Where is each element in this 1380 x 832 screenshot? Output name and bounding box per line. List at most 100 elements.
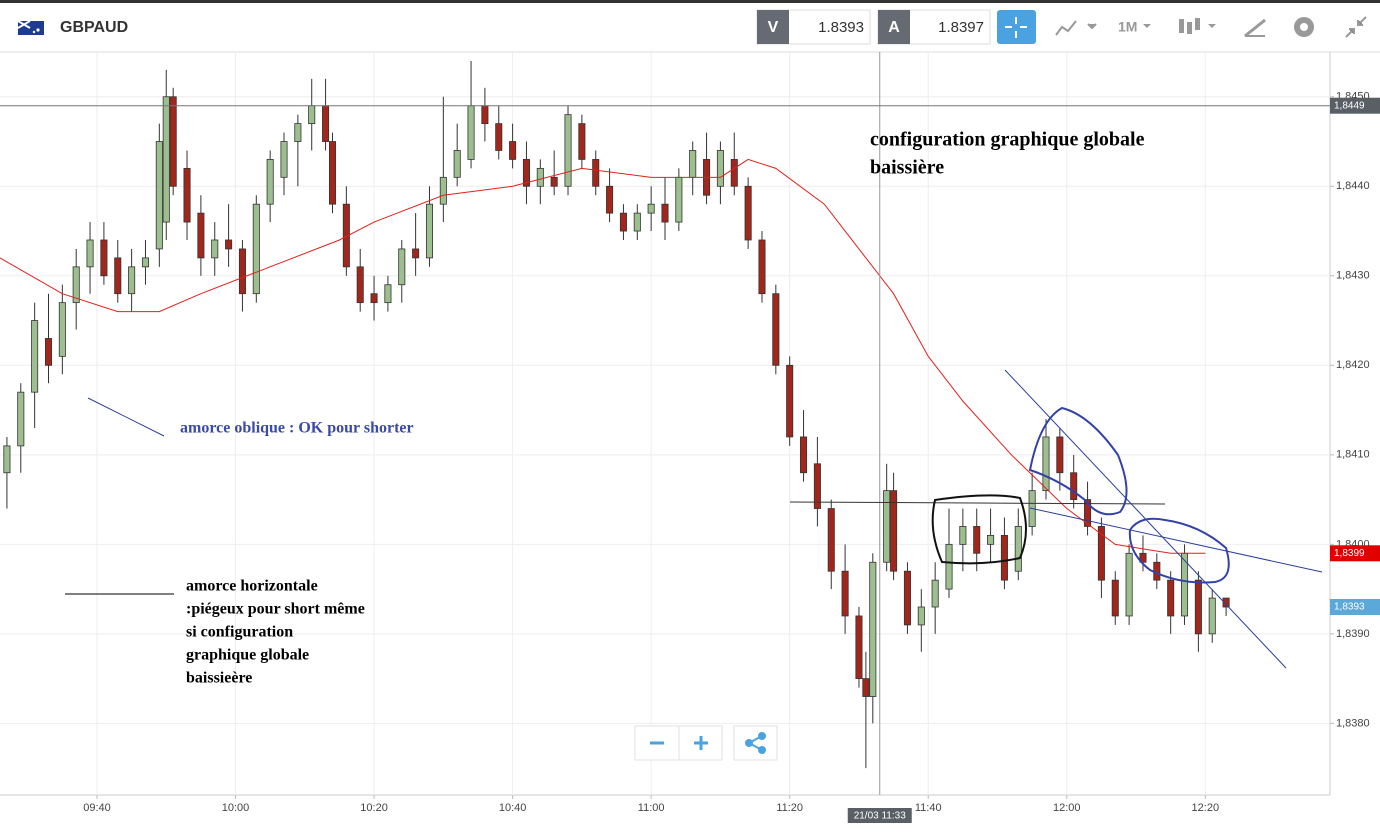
annotation-line: graphique globale xyxy=(186,647,309,664)
candle-body xyxy=(1111,579,1119,617)
candle-body xyxy=(17,391,25,447)
plot: 21/03 11:33 1,8449 1,8399 1,8393 xyxy=(0,52,1380,823)
draw-button[interactable] xyxy=(1244,18,1266,38)
candle-body xyxy=(1139,552,1147,563)
share-box xyxy=(733,725,778,761)
candle-body xyxy=(1042,436,1050,492)
candle-body xyxy=(564,114,572,187)
candle-body xyxy=(183,167,191,223)
candle-body xyxy=(495,123,503,151)
ask-tag-box xyxy=(878,10,910,44)
annotation-line: si configuration xyxy=(186,624,293,641)
candle-body xyxy=(786,364,794,438)
zoom-in-button[interactable] xyxy=(694,736,708,750)
period-button[interactable]: 1M xyxy=(1118,19,1137,35)
candle-body xyxy=(342,203,350,268)
candle-body xyxy=(453,150,461,178)
ask-tag: A xyxy=(888,19,900,36)
x-tick-label: 10:00 xyxy=(222,802,250,814)
candle-body xyxy=(883,490,891,563)
candle-body xyxy=(855,615,863,680)
candle-body xyxy=(384,284,392,304)
crosshair-x-label-box xyxy=(847,808,912,823)
crosshair-x-label: 21/03 11:33 xyxy=(854,811,907,822)
candle-body xyxy=(31,320,39,393)
candle-body xyxy=(162,96,170,223)
y-tick-label: 1,8430 xyxy=(1336,270,1370,282)
candles-button[interactable] xyxy=(1179,18,1216,34)
candle-body xyxy=(675,176,683,223)
x-tick-label: 12:20 xyxy=(1192,802,1220,814)
candle-body xyxy=(578,123,586,160)
moving-average-line xyxy=(0,158,1206,554)
annotation-line: baissieère xyxy=(186,670,252,687)
candle-body xyxy=(100,239,108,277)
candle-body xyxy=(647,203,655,214)
candle-body xyxy=(917,606,925,626)
candle-body xyxy=(211,239,219,259)
candle-body xyxy=(294,123,302,142)
candle-body xyxy=(841,570,849,617)
share-button[interactable] xyxy=(745,732,766,754)
candle-body xyxy=(1084,499,1092,527)
drawings xyxy=(65,369,1323,669)
candle-body xyxy=(169,96,177,187)
candle-body xyxy=(155,141,163,250)
candle-body xyxy=(903,570,911,626)
candle-body xyxy=(619,212,627,232)
top-border xyxy=(0,0,1380,3)
candle-body xyxy=(238,248,246,295)
candle-body xyxy=(522,159,530,187)
candle-body xyxy=(689,150,697,178)
candle-body xyxy=(1125,552,1133,617)
candle-body xyxy=(1222,597,1230,608)
x-tick-label: 11:40 xyxy=(915,802,942,814)
candle-body xyxy=(481,105,489,125)
crosshair-button[interactable] xyxy=(997,10,1036,44)
crosshair-y-label-box xyxy=(1330,97,1380,114)
y-tick-label: 1,8410 xyxy=(1336,449,1370,461)
candle-body xyxy=(280,141,288,178)
candle-body xyxy=(931,579,939,608)
x-tick-label: 09:40 xyxy=(83,802,111,814)
candle-body xyxy=(973,526,981,554)
candle-body xyxy=(1194,579,1202,635)
candle-body xyxy=(86,239,94,268)
candle-body xyxy=(266,159,274,205)
candle-body xyxy=(800,436,808,474)
period-caret xyxy=(1143,24,1151,28)
price-marker-label: 1,8399 xyxy=(1334,548,1365,559)
settings-button[interactable] xyxy=(1294,17,1314,37)
pullback-circle xyxy=(1028,406,1128,516)
x-tick-label: 11:00 xyxy=(638,802,665,814)
chart-type-button[interactable] xyxy=(1055,20,1097,36)
candle-body xyxy=(1070,472,1078,500)
candle-body xyxy=(772,293,780,366)
candle-body xyxy=(322,105,330,142)
candle-body xyxy=(114,257,122,295)
annotation: baissière xyxy=(870,157,944,179)
x-tick-label: 10:20 xyxy=(360,802,388,814)
collapse-button[interactable] xyxy=(1345,16,1367,38)
candle-body xyxy=(252,203,260,295)
candle-body xyxy=(141,257,149,268)
candle-body xyxy=(550,176,558,187)
x-tick-label: 12:00 xyxy=(1053,802,1081,814)
candle-body xyxy=(987,534,995,545)
bid-tag-box xyxy=(757,10,789,44)
candle-body xyxy=(813,463,821,509)
pullback-circle-2 xyxy=(1128,517,1230,584)
y-tick-label: 1,8440 xyxy=(1336,180,1370,192)
candle-body xyxy=(633,212,641,232)
candle-body xyxy=(959,526,967,545)
candle-body xyxy=(890,490,898,572)
horizontal-support-line xyxy=(789,501,1166,505)
x-tick-label: 11:20 xyxy=(776,802,803,814)
candle-body xyxy=(308,105,316,125)
last-price-label: 1,8393 xyxy=(1334,602,1365,613)
candle-body xyxy=(72,266,80,304)
candle-body xyxy=(58,302,66,357)
candle-body xyxy=(661,203,669,223)
candle-body xyxy=(758,239,766,295)
